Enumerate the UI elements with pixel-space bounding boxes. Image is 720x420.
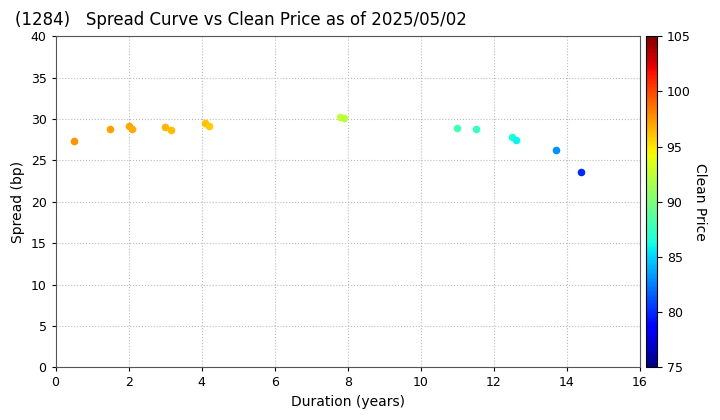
Point bbox=[451, 125, 463, 131]
Point bbox=[104, 126, 116, 132]
Point bbox=[550, 147, 562, 154]
Point bbox=[469, 126, 481, 132]
Point bbox=[335, 114, 346, 121]
Point bbox=[127, 126, 138, 132]
X-axis label: Duration (years): Duration (years) bbox=[291, 395, 405, 409]
Point bbox=[203, 122, 215, 129]
Y-axis label: Clean Price: Clean Price bbox=[693, 163, 707, 241]
Y-axis label: Spread (bp): Spread (bp) bbox=[11, 161, 25, 243]
Point bbox=[159, 124, 171, 131]
Point bbox=[165, 126, 176, 133]
Text: (1284)   Spread Curve vs Clean Price as of 2025/05/02: (1284) Spread Curve vs Clean Price as of… bbox=[14, 11, 467, 29]
Point bbox=[123, 122, 135, 129]
Point bbox=[506, 134, 518, 141]
Point bbox=[68, 138, 80, 145]
Point bbox=[576, 168, 588, 175]
Point bbox=[338, 115, 350, 121]
Point bbox=[510, 136, 521, 143]
Point bbox=[199, 120, 211, 126]
